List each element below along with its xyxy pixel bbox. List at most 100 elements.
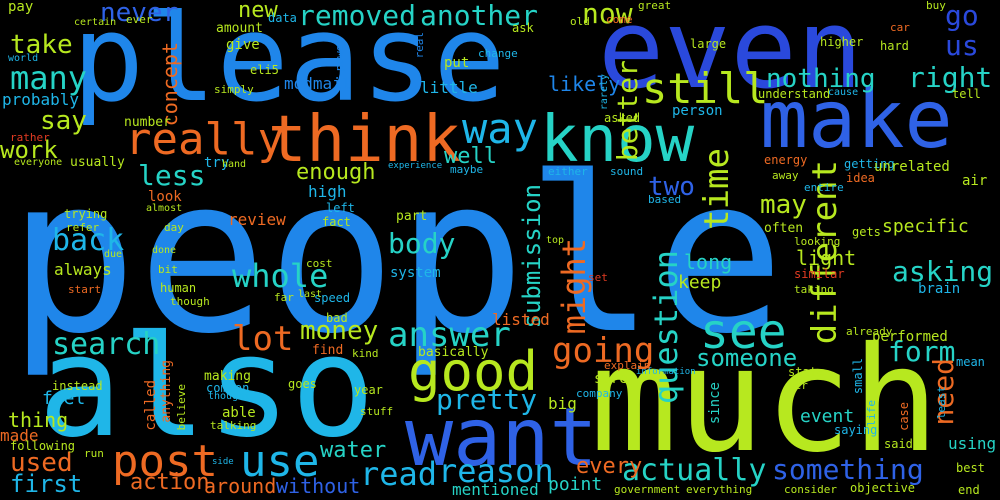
- word-say: say: [40, 106, 87, 136]
- word-similar: similar: [794, 267, 845, 281]
- word-two: two: [648, 172, 695, 202]
- word-time: time: [697, 148, 737, 230]
- word-see: see: [700, 304, 787, 360]
- word-really: really: [125, 114, 284, 165]
- word-rarely: rarely: [599, 74, 610, 111]
- word-lot: lot: [232, 319, 294, 359]
- word-probably: probably: [2, 90, 80, 109]
- word-reason: reason: [438, 452, 554, 490]
- word-make: make: [760, 73, 953, 166]
- word-body: body: [388, 227, 456, 260]
- word-fact: fact: [322, 215, 351, 229]
- word-everyone: everyone: [14, 157, 63, 168]
- word-event: event: [800, 406, 855, 427]
- word-look: look: [148, 189, 182, 205]
- word-taking: taking: [794, 283, 834, 296]
- word-left: left: [326, 201, 355, 215]
- word-answer: answer: [388, 315, 511, 355]
- word-first: first: [10, 470, 83, 498]
- word-made: made: [0, 426, 39, 445]
- word-getting: getting: [844, 157, 895, 171]
- word-way: way: [462, 104, 538, 153]
- word-small: small: [851, 358, 865, 395]
- word-try: try: [204, 155, 230, 171]
- word-kind: kind: [352, 347, 379, 360]
- word-money: money: [300, 316, 379, 346]
- word-air: air: [962, 173, 988, 189]
- word-thought: thought: [208, 391, 251, 402]
- word-another: another: [420, 0, 539, 32]
- word-gets: gets: [852, 225, 881, 239]
- word-hard: hard: [880, 39, 909, 53]
- word-well: well: [444, 144, 497, 169]
- word-something: something: [772, 453, 924, 486]
- word-want: want: [405, 391, 598, 484]
- word-give: give: [226, 37, 260, 53]
- word-experience: experience: [388, 161, 443, 171]
- word-run: run: [84, 447, 104, 460]
- word-always: always: [54, 260, 112, 279]
- word-go: go: [945, 0, 979, 32]
- word-simply: simply: [214, 83, 254, 96]
- word-least: least: [935, 386, 948, 420]
- word-explain: explain: [604, 359, 651, 372]
- word-almost: almost: [146, 203, 183, 214]
- word-hand: hand: [222, 159, 247, 170]
- word-called: called: [143, 380, 159, 431]
- word-top: top: [546, 235, 565, 246]
- word-never: never: [100, 0, 179, 28]
- word-last: last: [298, 289, 323, 300]
- word-real: real: [413, 32, 426, 59]
- word-consider: consider: [784, 483, 837, 496]
- word-amount: amount: [216, 21, 263, 36]
- word-eli5: eli5: [250, 63, 279, 77]
- word-start: start: [68, 283, 102, 296]
- word-put: put: [444, 55, 470, 71]
- word-review: review: [228, 210, 286, 229]
- word-search: search: [52, 327, 161, 362]
- word-right: right: [908, 61, 993, 94]
- word-specific: specific: [882, 216, 969, 237]
- word-mean: mean: [956, 355, 985, 369]
- word-understand: understand: [758, 87, 831, 101]
- word-away: away: [772, 169, 799, 182]
- word-common: common: [206, 381, 250, 395]
- word-read: read: [360, 455, 438, 493]
- word-performed: performed: [872, 329, 948, 345]
- word-keep: keep: [678, 272, 722, 293]
- word-buy: buy: [926, 0, 946, 12]
- word-anything: anything: [159, 360, 174, 423]
- word-people: people: [8, 130, 785, 381]
- word-goes: goes: [288, 377, 317, 391]
- word-without: without: [276, 474, 361, 498]
- word-objective: objective: [850, 481, 916, 495]
- word-going: going: [552, 331, 655, 371]
- word-company: company: [576, 387, 623, 400]
- word-set: set: [588, 271, 608, 284]
- word-back: back: [52, 223, 125, 258]
- word-many: many: [10, 59, 88, 97]
- word-world: world: [8, 53, 39, 64]
- word-entire: entire: [804, 181, 844, 194]
- word-car: car: [890, 21, 910, 34]
- word-used: used: [10, 448, 73, 478]
- word-good: good: [408, 340, 539, 403]
- word-per: per: [788, 379, 808, 392]
- word-basically: basically: [418, 345, 489, 360]
- word-work: work: [0, 136, 58, 164]
- word-end: end: [958, 483, 980, 497]
- word-know: know: [540, 103, 695, 177]
- word-information: information: [636, 367, 696, 377]
- word-pay: pay: [8, 0, 34, 15]
- word-removed: removed: [298, 0, 417, 32]
- word-may: may: [760, 190, 807, 220]
- word-state: state: [788, 365, 825, 379]
- word-still: still: [642, 64, 769, 113]
- word-person: person: [672, 103, 723, 119]
- word-idea: idea: [846, 171, 875, 185]
- word-power: power: [333, 38, 346, 72]
- word-post: post: [112, 436, 218, 487]
- word-looking: looking: [794, 235, 841, 248]
- word-action: action: [130, 470, 210, 495]
